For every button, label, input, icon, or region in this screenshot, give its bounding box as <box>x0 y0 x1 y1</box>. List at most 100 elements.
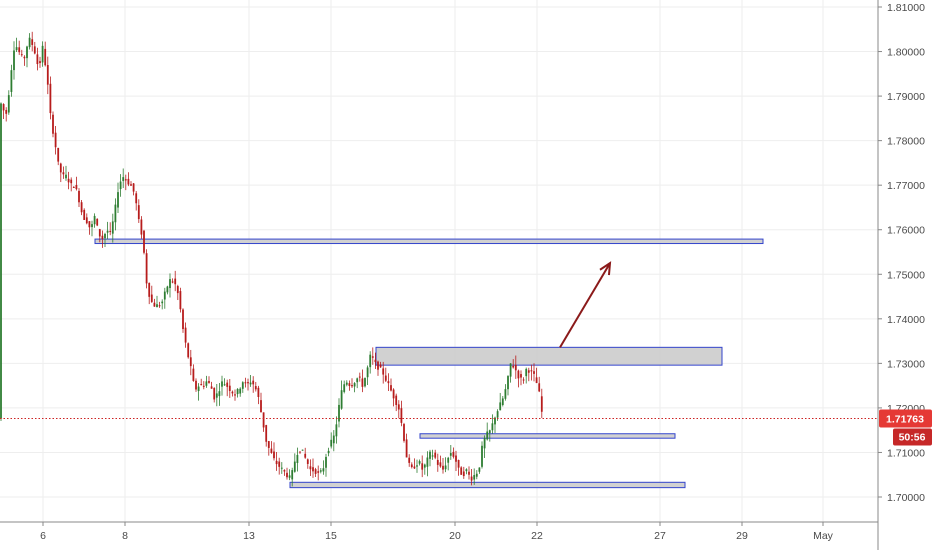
candle-body-56 <box>145 253 148 284</box>
candle-body-39 <box>101 235 104 239</box>
candle-body-57 <box>148 282 151 297</box>
candle-body-26 <box>67 178 70 183</box>
candle-body-190 <box>494 417 496 425</box>
candle-body-52 <box>135 193 138 204</box>
candle-body-88 <box>228 385 231 391</box>
candle-body-79 <box>205 381 208 386</box>
candle-body-58 <box>150 294 153 302</box>
candle-body-122 <box>317 471 320 473</box>
price-tick-label: 1.80000 <box>887 47 925 59</box>
candle-body-38 <box>98 229 101 237</box>
countdown-tag-bg <box>893 428 932 446</box>
candle-body-138 <box>358 376 361 378</box>
candle-body-147 <box>382 368 385 375</box>
time-axis[interactable]: 6 8 13 15 20 22 27 29 May <box>0 521 878 542</box>
candle-body-117 <box>304 453 307 458</box>
candle-body-159 <box>413 466 416 469</box>
candle-body-102 <box>265 425 268 442</box>
candle-body-158 <box>410 464 413 468</box>
candle-body-101 <box>262 412 265 428</box>
candle-body-63 <box>163 291 166 300</box>
candle-body-150 <box>390 385 392 391</box>
candle-body-7 <box>18 47 21 53</box>
candle-body-178 <box>462 471 465 477</box>
candle-body-179 <box>465 469 468 472</box>
candle-body-78 <box>202 385 205 387</box>
candle-body-129 <box>335 424 338 437</box>
candle-body-31 <box>80 202 83 213</box>
candle-body-73 <box>189 357 192 367</box>
candle-body-18 <box>46 65 49 85</box>
candle-body-100 <box>260 400 262 413</box>
candle-body-113 <box>293 461 296 472</box>
time-tick-label: 29 <box>736 530 748 542</box>
price-tick-label: 1.74000 <box>887 314 925 326</box>
candle-body-118 <box>306 459 309 464</box>
candle-body-35 <box>91 224 93 228</box>
candle-body-89 <box>231 391 234 394</box>
candle-body-140 <box>364 378 366 387</box>
candle-body-145 <box>377 361 379 370</box>
annotations-layer <box>559 261 612 348</box>
candle-body-132 <box>343 384 346 392</box>
candle-body-108 <box>280 467 283 469</box>
candle-body-30 <box>78 190 80 203</box>
candle-body-0 <box>0 103 2 419</box>
candle-body-104 <box>270 448 273 453</box>
candle-body-24 <box>62 172 65 175</box>
price-tick-label: 1.78000 <box>887 136 925 148</box>
candle-body-80 <box>208 381 210 383</box>
candle-body-106 <box>275 460 278 465</box>
price-tags: 1.71763 50:56 <box>879 409 932 446</box>
candle-body-207 <box>538 383 541 392</box>
candle-body-111 <box>288 475 291 478</box>
candle-body-161 <box>418 461 421 464</box>
candle-body-40 <box>104 233 106 239</box>
time-tick-label: 20 <box>449 530 461 542</box>
candle-body-205 <box>533 371 535 374</box>
price-tick-label: 1.73000 <box>887 358 925 370</box>
time-tick-label: 27 <box>654 530 666 542</box>
candle-body-174 <box>452 451 455 457</box>
candle-body-116 <box>301 449 304 451</box>
candle-body-11 <box>28 37 31 48</box>
candle-body-19 <box>49 83 52 114</box>
candle-body-82 <box>213 388 216 400</box>
candle-body-96 <box>249 382 252 385</box>
candle-body-87 <box>226 382 229 387</box>
candle-body-164 <box>426 457 429 467</box>
candle-body-156 <box>405 439 408 458</box>
candle-body-42 <box>109 230 112 232</box>
zone-rect-0 <box>94 238 764 245</box>
candle-body-67 <box>174 278 177 285</box>
last-price-tag-bg <box>879 409 932 428</box>
candle-body-20 <box>52 114 54 134</box>
candle-body-92 <box>239 388 242 394</box>
price-axis[interactable]: 1.81000 1.80000 1.79000 1.78000 1.77000 1.760… <box>877 0 925 550</box>
arrow-head <box>599 261 612 276</box>
time-tick-label: 22 <box>531 530 543 542</box>
candle-body-125 <box>325 456 327 468</box>
candle-body-66 <box>171 281 174 283</box>
candle-body-165 <box>429 451 431 459</box>
candle-body-198 <box>514 364 517 371</box>
candle-body-151 <box>392 389 395 399</box>
candle-body-84 <box>218 391 221 397</box>
candle-body-70 <box>182 309 184 330</box>
candle-body-137 <box>356 378 359 383</box>
candle-body-2 <box>5 109 8 114</box>
candle-body-177 <box>460 467 463 475</box>
candle-body-121 <box>314 469 317 474</box>
candle-body-110 <box>286 472 288 478</box>
candle-body-189 <box>491 423 494 431</box>
candle-body-162 <box>421 463 424 470</box>
candle-body-186 <box>483 438 486 449</box>
candle-body-195 <box>507 376 509 390</box>
candle-body-206 <box>535 377 538 384</box>
candle-body-54 <box>140 219 143 235</box>
candle-body-203 <box>527 370 530 373</box>
arrow-shaft <box>559 262 611 348</box>
candle-body-53 <box>137 205 140 220</box>
